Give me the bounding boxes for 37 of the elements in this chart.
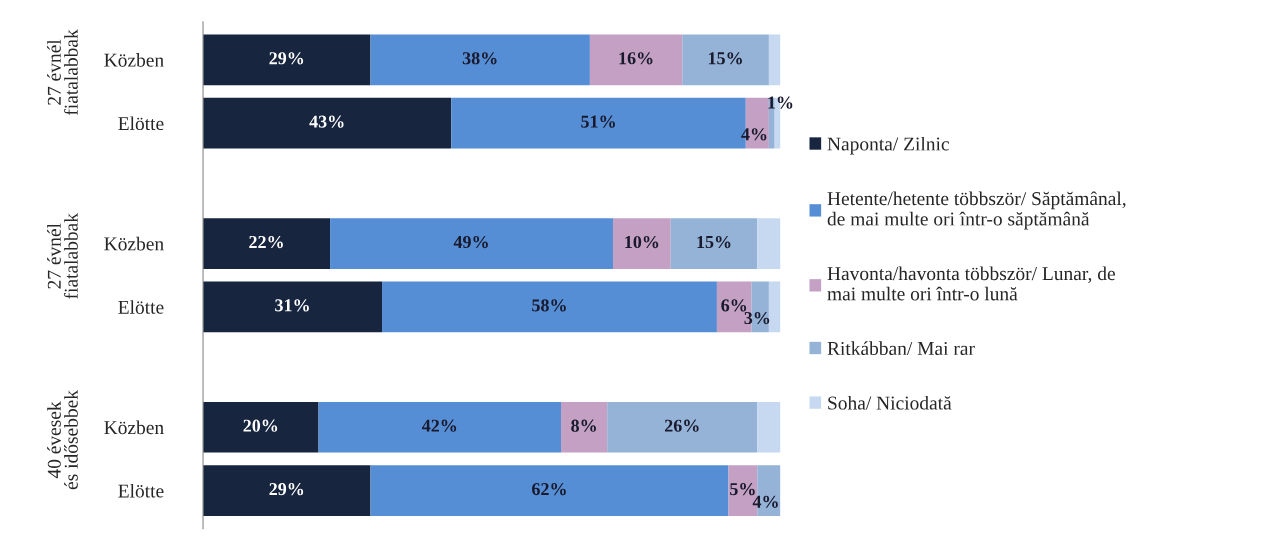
data-label: 8% — [571, 419, 596, 432]
data-label: 15% — [697, 235, 731, 249]
text: 40 évesek és idősebbek — [47, 390, 78, 490]
data-label: 38% — [462, 52, 497, 65]
data-label: 26% — [664, 419, 699, 432]
y-tick-label: Közben — [104, 236, 164, 251]
data-label: 43% — [309, 115, 344, 128]
legend-label: Soha/ Niciodată — [828, 395, 952, 410]
data-label: 62% — [532, 482, 566, 496]
data-label: 3% — [744, 311, 770, 325]
data-label: 15% — [708, 52, 742, 65]
data-label: 6% — [721, 299, 747, 312]
data-label: 20% — [243, 419, 278, 432]
data-label: 4% — [752, 495, 778, 508]
data-label: 29% — [269, 482, 304, 496]
data-label: 51% — [581, 115, 615, 128]
data-label: 10% — [625, 235, 659, 249]
data-label: 31% — [275, 299, 309, 312]
y-tick-label: Közben — [104, 420, 164, 435]
data-label: 29% — [269, 52, 304, 65]
text: 27 évnél fiatalabbak — [47, 213, 78, 299]
y-tick-label: Elötte — [118, 300, 164, 314]
data-label: 16% — [619, 52, 653, 65]
legend-label: Naponta/ Zilnic — [827, 136, 949, 155]
data-label: 58% — [532, 299, 566, 312]
y-tick-label: Közben — [104, 53, 164, 67]
text: 27 évnél fiatalabbak — [47, 29, 78, 116]
y-tick-label: Elötte — [118, 483, 164, 498]
legend-label: Ritkábban/ Mai rar — [827, 341, 975, 356]
data-label: 5% — [730, 482, 755, 496]
data-label: 42% — [421, 419, 457, 432]
legend-label: Hetente/hetente többször/ Săptămânal, de mai multe ori într-o săptămână — [827, 191, 1126, 230]
legend-label: Havonta/havonta többször/ Lunar, de mai multe ori într-o lună — [827, 266, 1115, 301]
y-tick-label: Elötte — [118, 116, 164, 131]
data-label: 22% — [249, 235, 283, 249]
data-label: 49% — [453, 235, 488, 249]
data-label: 1% — [768, 96, 793, 109]
